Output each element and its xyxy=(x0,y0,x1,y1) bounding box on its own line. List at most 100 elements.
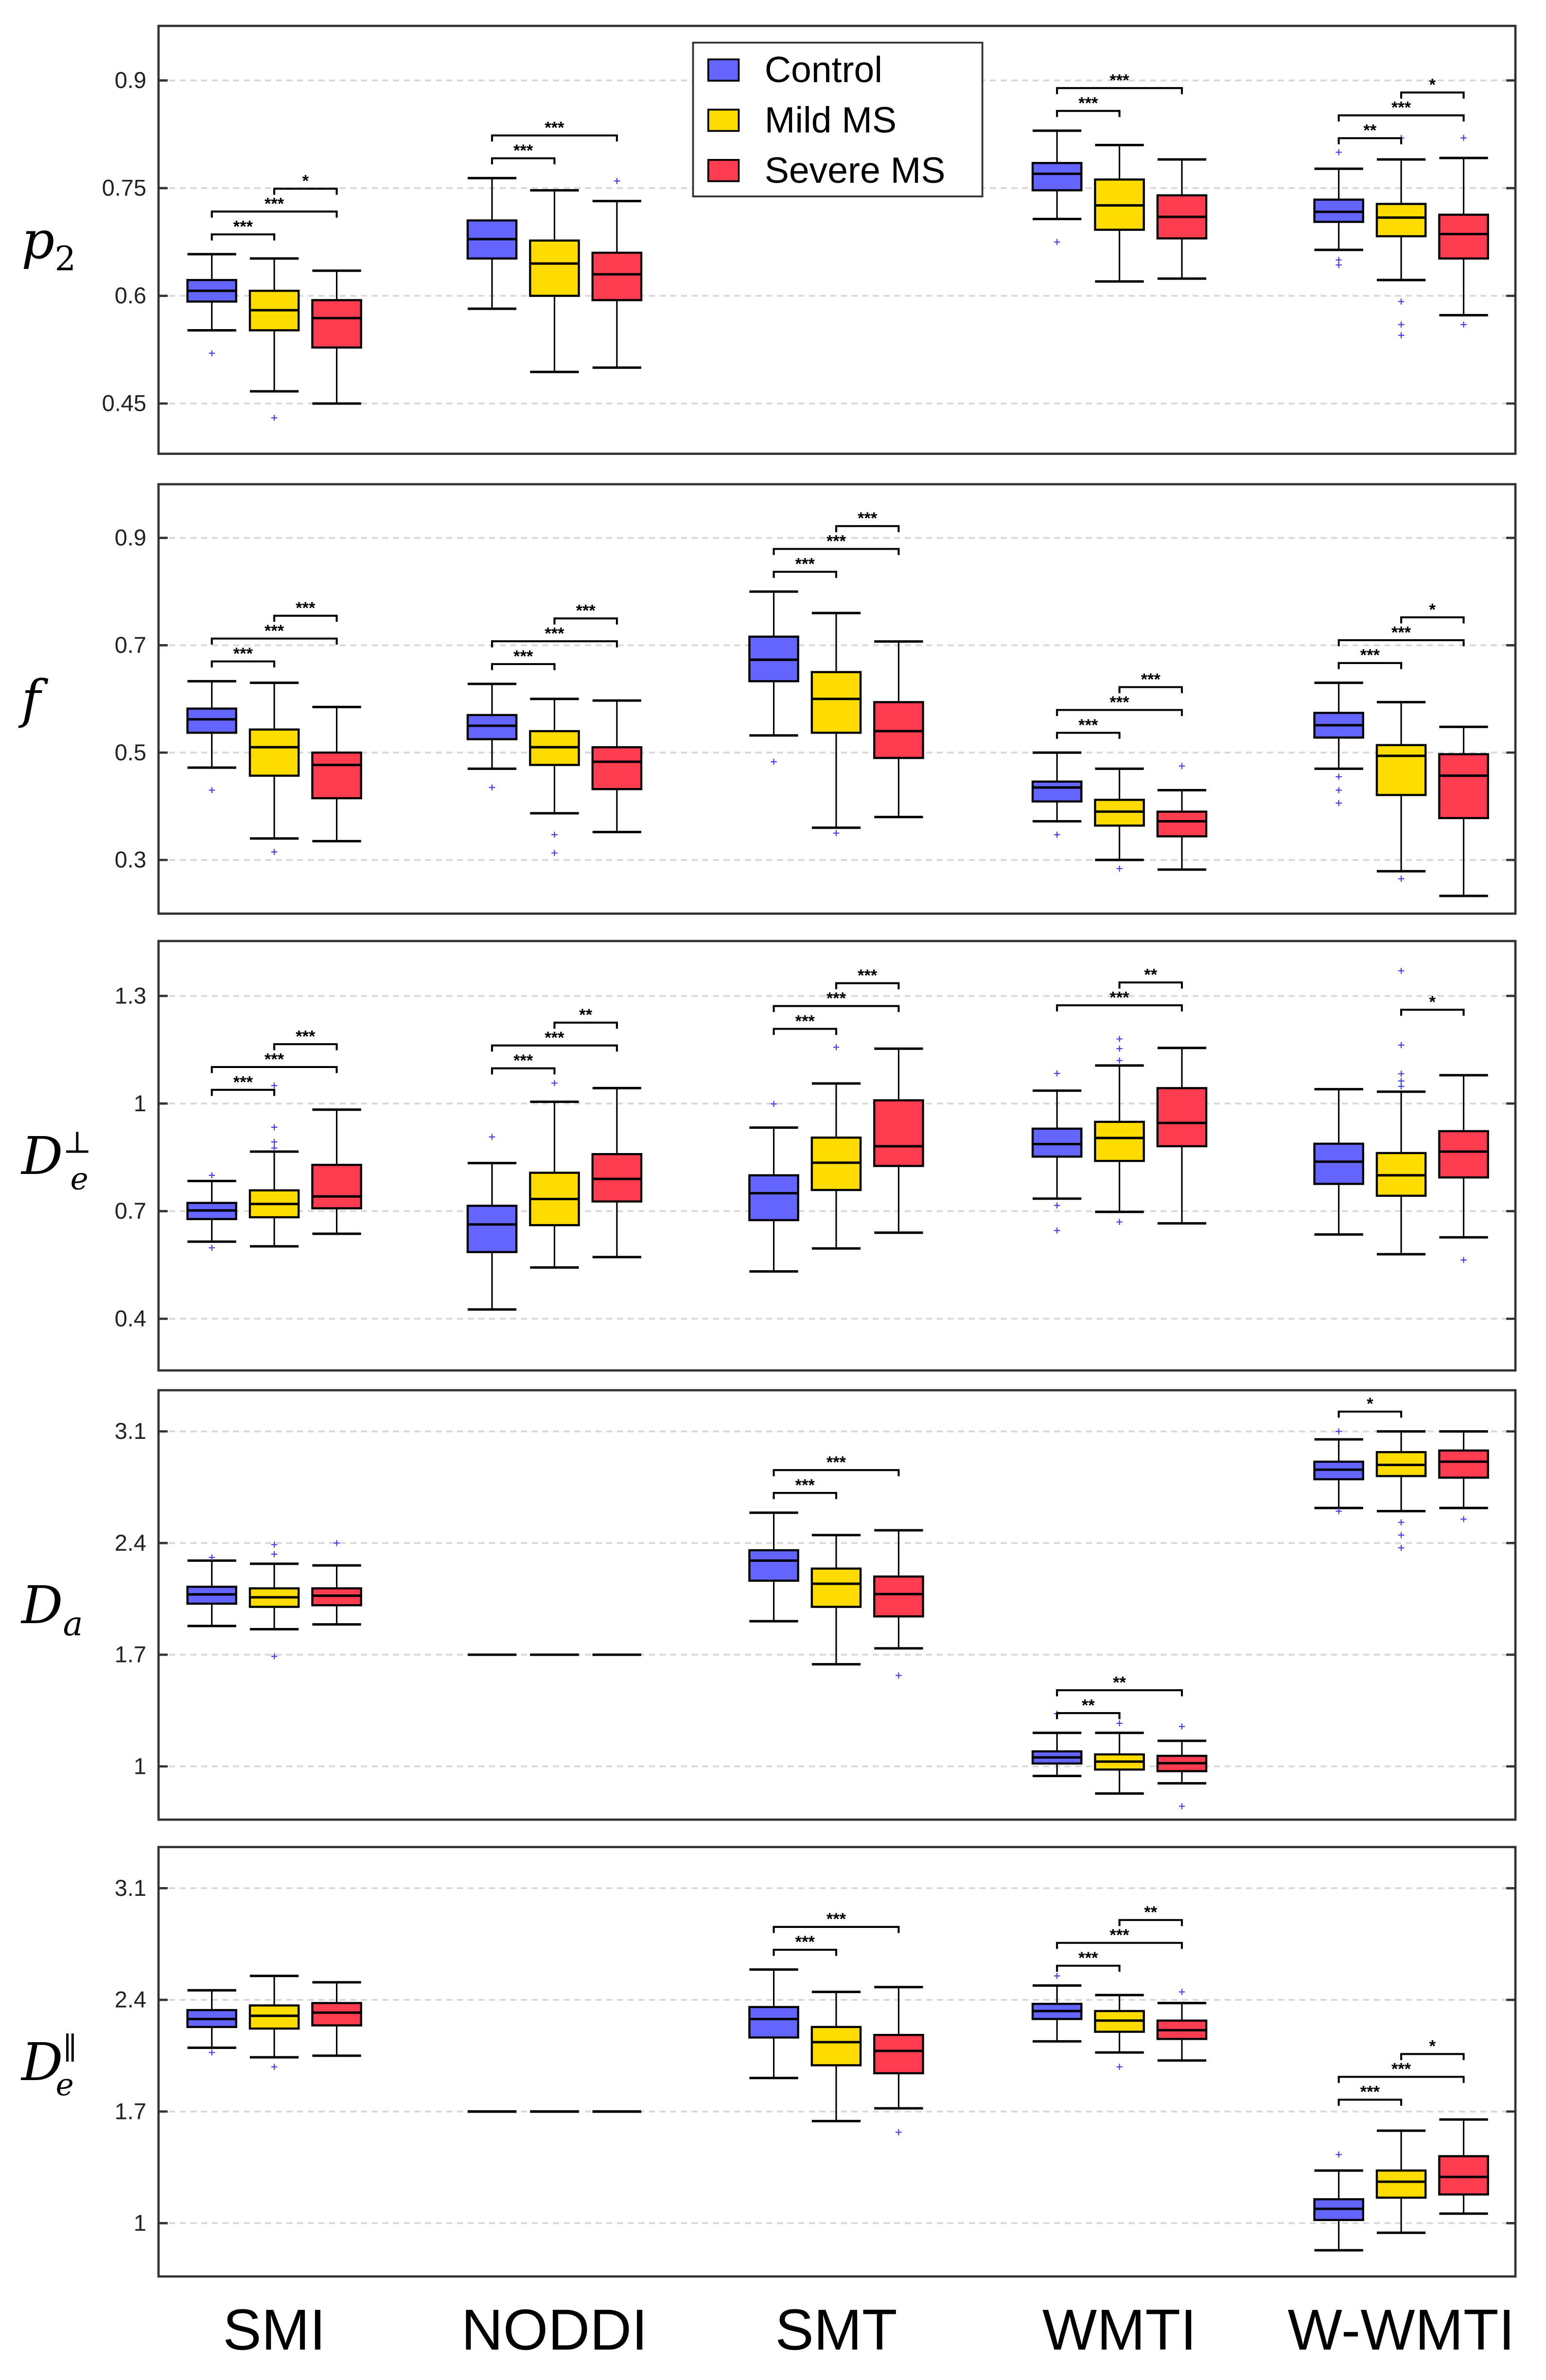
outlier-point xyxy=(1335,773,1342,780)
box-severe-ms xyxy=(311,1540,362,1626)
outlier-point xyxy=(771,758,777,765)
significance-bracket: ** xyxy=(1056,1673,1183,1697)
box-control xyxy=(466,176,518,310)
box-control xyxy=(186,253,238,356)
outlier-point xyxy=(209,1172,215,1179)
outlier-point xyxy=(1116,1720,1123,1727)
plot-frame xyxy=(157,1389,1517,1821)
significance-bracket: *** xyxy=(1118,670,1183,694)
significance-bracket: *** xyxy=(491,624,618,648)
box-mild-ms xyxy=(248,1541,300,1660)
iqr-box xyxy=(466,714,518,740)
bracket-line xyxy=(1118,1919,1183,1926)
significance-label: *** xyxy=(264,194,284,213)
significance-label: *** xyxy=(513,1051,533,1070)
y-tick-label: 1.7 xyxy=(115,2098,146,2124)
bracket-line xyxy=(211,210,338,218)
iqr-box xyxy=(1438,213,1489,260)
significance-bracket: *** xyxy=(211,194,338,218)
significance-label: *** xyxy=(233,1073,253,1091)
box-mild-ms xyxy=(1094,1994,1145,2070)
box-mild-ms xyxy=(810,1991,862,2122)
significance-label: *** xyxy=(264,622,284,640)
significance-bracket: *** xyxy=(1056,693,1183,717)
outlier-point xyxy=(1054,1973,1060,1979)
significance-label: ** xyxy=(1113,1673,1126,1692)
box-control xyxy=(748,1968,799,2080)
significance-bracket: *** xyxy=(211,1073,276,1096)
significance-bracket: *** xyxy=(1056,1926,1183,1949)
y-tick-label: 1 xyxy=(134,2210,146,2236)
y-axis-label: p2 xyxy=(21,210,76,279)
outlier-point xyxy=(271,849,278,855)
bracket-line xyxy=(773,548,900,555)
outlier-point xyxy=(1398,1544,1405,1551)
bracket-line xyxy=(1056,110,1121,117)
box-severe-ms xyxy=(873,1986,924,2135)
box-mild-ms xyxy=(810,1534,862,1666)
iqr-box xyxy=(1375,203,1427,238)
significance-bracket: *** xyxy=(211,217,276,241)
iqr-box xyxy=(1156,810,1208,838)
bracket-line xyxy=(1337,114,1465,122)
significance-bracket: ** xyxy=(1118,1903,1183,1926)
iqr-box xyxy=(1438,753,1489,820)
outlier-point xyxy=(1178,1803,1185,1809)
outlier-point xyxy=(1398,875,1405,882)
y-label-sub: e xyxy=(70,1161,88,1196)
outlier-point xyxy=(209,1554,215,1561)
outlier-point xyxy=(209,787,215,793)
iqr-box xyxy=(873,1099,924,1167)
outlier-point xyxy=(1116,2064,1123,2070)
significance-label: *** xyxy=(1078,94,1098,112)
significance-label: *** xyxy=(1360,646,1380,665)
significance-bracket: *** xyxy=(1056,1949,1121,1972)
outlier-point xyxy=(1116,1045,1123,1052)
y-label-sup: ∥ xyxy=(63,2030,77,2066)
outlier-point xyxy=(1398,1532,1405,1539)
outlier-point xyxy=(896,1672,902,1679)
iqr-box xyxy=(1438,1130,1489,1179)
bracket-line xyxy=(773,571,838,578)
plot-frame xyxy=(157,940,1517,1372)
iqr-box xyxy=(466,1205,518,1253)
box-severe-ms xyxy=(591,177,643,369)
significance-bracket: *** xyxy=(1337,99,1465,122)
bracket-line xyxy=(773,1005,900,1013)
panel-1: 0.30.50.70.9f***************************… xyxy=(18,483,1517,915)
outlier-point xyxy=(1178,763,1185,770)
iqr-box xyxy=(748,1174,799,1222)
bracket-line xyxy=(1337,137,1403,144)
iqr-box xyxy=(311,752,362,800)
significance-label: ** xyxy=(1144,1903,1157,1922)
bracket-line xyxy=(1056,1942,1183,1949)
y-tick-label: 3.1 xyxy=(115,1418,146,1444)
bracket-line xyxy=(1056,732,1121,739)
outlier-point xyxy=(271,1138,278,1145)
outlier-point xyxy=(1335,262,1342,268)
significance-label: *** xyxy=(858,966,878,985)
iqr-box xyxy=(873,2034,924,2075)
outlier-point xyxy=(209,1244,215,1251)
significance-bracket: *** xyxy=(491,1051,556,1075)
box-severe-ms xyxy=(873,640,924,819)
outlier-point xyxy=(271,1124,278,1131)
y-tick-label: 0.4 xyxy=(115,1306,146,1331)
outlier-point xyxy=(896,2129,902,2135)
bracket-line xyxy=(211,1066,338,1073)
box-mild-ms xyxy=(1094,143,1145,283)
y-tick-label: 1.3 xyxy=(115,982,146,1008)
outlier-point xyxy=(1398,1083,1405,1089)
box-severe-ms xyxy=(1156,763,1208,871)
significance-bracket: * xyxy=(1400,600,1465,624)
significance-label: *** xyxy=(576,601,596,620)
significance-label: *** xyxy=(1078,716,1098,735)
significance-bracket: *** xyxy=(273,1027,338,1050)
box-mild-ms xyxy=(529,698,580,856)
iqr-box xyxy=(311,1164,362,1209)
significance-bracket: * xyxy=(1337,1395,1403,1418)
significance-bracket: *** xyxy=(1056,71,1183,94)
outlier-point xyxy=(1116,1219,1123,1225)
significance-bracket: *** xyxy=(773,1910,900,1933)
significance-bracket: * xyxy=(273,172,338,195)
